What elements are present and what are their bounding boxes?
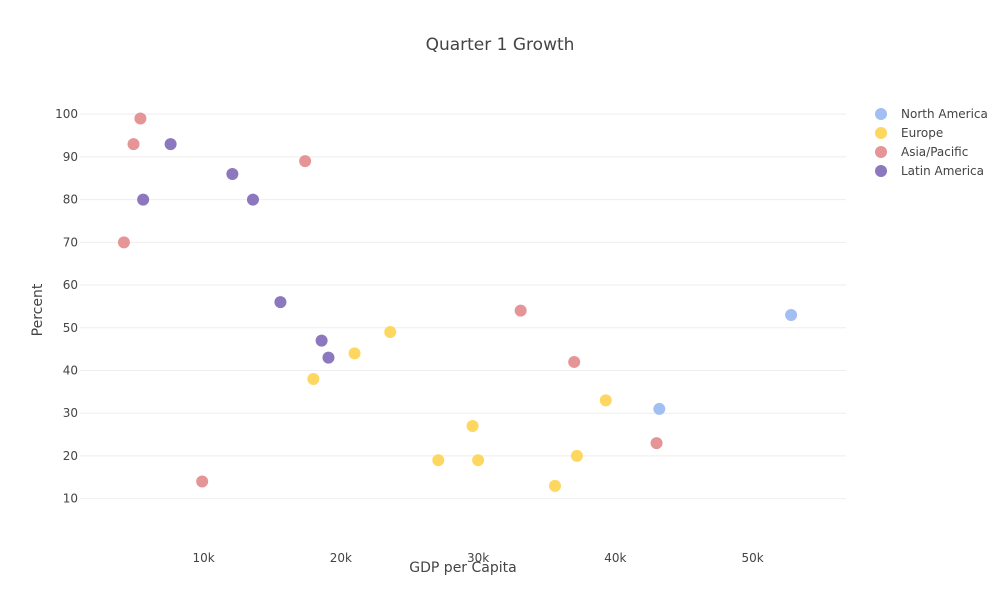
legend-marker-latin-america — [875, 165, 887, 177]
data-point-latin-america — [322, 351, 335, 364]
data-point-north-america — [785, 308, 798, 321]
gridlines — [80, 113, 846, 500]
legend-label-latin-america: Latin America — [901, 164, 984, 178]
data-points — [117, 112, 798, 492]
x-tick-label: 30k — [467, 551, 489, 565]
data-point-europe — [432, 454, 445, 467]
data-point-latin-america — [137, 193, 150, 206]
x-tick-label: 10k — [192, 551, 214, 565]
data-point-asia-pacific — [117, 236, 130, 249]
legend-label-asia-pacific: Asia/Pacific — [901, 145, 968, 159]
data-point-asia-pacific — [568, 355, 581, 368]
legend: North America Europe Asia/Pacific Latin Ame… — [875, 107, 988, 178]
chart-title: Quarter 1 Growth — [426, 35, 575, 55]
legend-label-europe: Europe — [901, 126, 943, 140]
y-axis-label: Percent — [30, 283, 46, 336]
x-axis-ticks: 10k 20k 30k 40k 50k — [192, 551, 763, 565]
data-point-europe — [548, 479, 561, 492]
data-point-europe — [307, 373, 320, 386]
y-tick-label: 100 — [55, 107, 78, 121]
y-tick-label: 10 — [63, 492, 78, 506]
y-tick-label: 40 — [63, 363, 78, 377]
data-point-europe — [384, 326, 397, 339]
y-tick-label: 20 — [63, 449, 78, 463]
y-tick-label: 60 — [63, 278, 78, 292]
data-point-asia-pacific — [134, 112, 147, 125]
data-point-asia-pacific — [196, 475, 209, 488]
data-point-europe — [472, 454, 485, 467]
legend-label-north-america: North America — [901, 107, 988, 121]
data-point-latin-america — [274, 296, 287, 309]
legend-marker-north-america — [875, 108, 887, 120]
y-tick-label: 80 — [63, 193, 78, 207]
x-tick-label: 40k — [604, 551, 626, 565]
data-point-latin-america — [315, 334, 328, 347]
data-point-europe — [570, 449, 583, 462]
x-axis-label: GDP per Capita — [409, 560, 516, 576]
data-point-europe — [466, 420, 479, 433]
data-point-europe — [348, 347, 361, 360]
data-point-asia-pacific — [127, 138, 140, 151]
x-tick-label: 50k — [742, 551, 764, 565]
data-point-asia-pacific — [650, 437, 663, 450]
data-point-asia-pacific — [514, 304, 527, 317]
y-tick-label: 70 — [63, 235, 78, 249]
y-tick-label: 50 — [63, 321, 78, 335]
y-tick-label: 90 — [63, 150, 78, 164]
x-tick-label: 20k — [330, 551, 352, 565]
legend-marker-asia-pacific — [875, 146, 887, 158]
legend-marker-europe — [875, 127, 887, 139]
y-axis-ticks: 10 20 30 40 50 60 70 80 90 100 — [55, 107, 78, 505]
data-point-latin-america — [164, 138, 177, 151]
data-point-latin-america — [226, 167, 239, 180]
y-tick-label: 30 — [63, 406, 78, 420]
data-point-europe — [599, 394, 612, 407]
data-point-asia-pacific — [299, 155, 312, 168]
data-point-latin-america — [246, 193, 259, 206]
data-point-north-america — [653, 402, 666, 415]
